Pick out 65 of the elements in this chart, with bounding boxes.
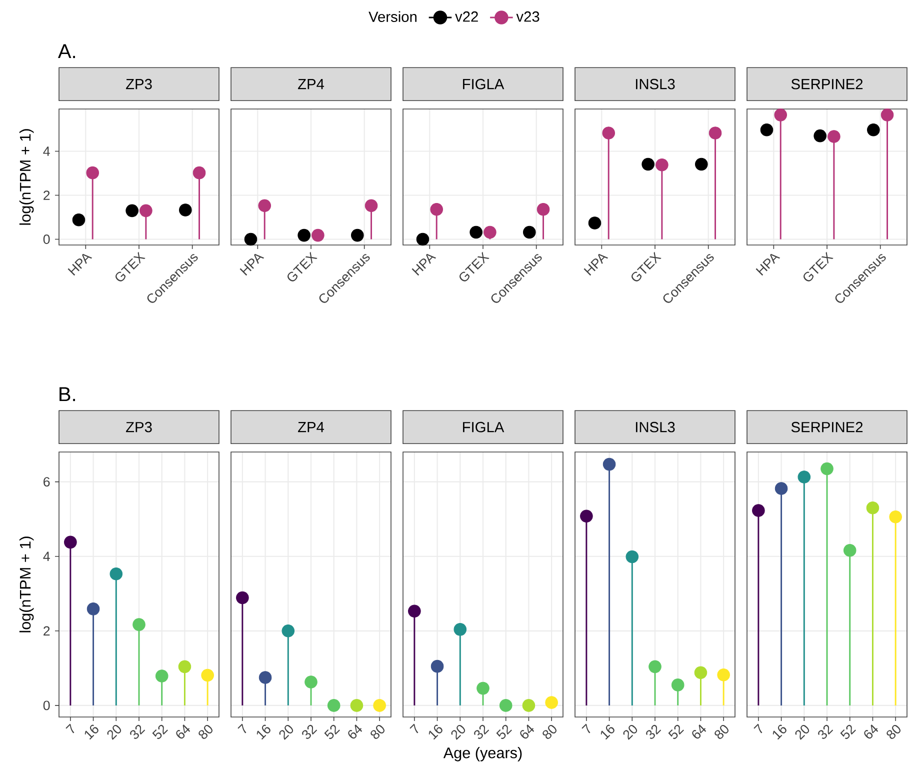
y-axis-title: log(nTPM + 1) (19, 536, 34, 632)
y-tick-label: 4 (43, 146, 50, 156)
legend-label: v22 (455, 11, 478, 22)
x-tick-label: 16 (772, 724, 786, 740)
x-tick-label: HPA (240, 254, 264, 276)
x-tick-label: 80 (370, 724, 384, 739)
x-tick-label: 52 (152, 724, 168, 739)
y-tick-label: 4 (43, 552, 50, 561)
x-tick-label: 64 (520, 724, 534, 739)
x-tick-label: 32 (646, 724, 662, 739)
x-tick-label: 20 (623, 724, 638, 740)
x-tick-label: 32 (818, 724, 834, 739)
chart-title: ZP4 (298, 79, 324, 90)
text: A. (58, 44, 75, 58)
x-tick-label: 7 (410, 724, 418, 734)
x-tick-label: HPA (412, 254, 436, 276)
x-tick-label: 20 (451, 724, 466, 740)
x-tick-label: 7 (238, 724, 246, 734)
x-tick-label: 16 (84, 724, 98, 740)
x-tick-label: HPA (584, 254, 608, 276)
x-tick-label: 32 (130, 724, 146, 739)
x-tick-label: 32 (474, 724, 490, 739)
chart-title: ZP3 (126, 422, 152, 432)
y-tick-label: 2 (44, 626, 50, 636)
y-tick-label: 0 (43, 234, 50, 244)
x-tick-label: 20 (107, 724, 122, 740)
x-tick-label: 80 (714, 724, 728, 739)
x-tick-label: 52 (668, 724, 684, 739)
x-axis-title: Age (years) (443, 747, 522, 762)
x-tick-label: 52 (840, 724, 856, 739)
x-tick-label: 7 (66, 724, 74, 734)
legend-title: Version (368, 11, 416, 22)
x-tick-label: 20 (279, 724, 294, 740)
chart-title: ZP4 (298, 422, 324, 432)
x-tick-label: 64 (348, 724, 362, 739)
legend-label: v23 (516, 11, 540, 22)
x-tick-label: 64 (692, 724, 706, 739)
chart-title: INSL3 (636, 78, 675, 90)
chart-title: SERPINE2 (791, 78, 863, 90)
x-tick-label: 7 (754, 724, 762, 734)
chart-title: SERPINE2 (791, 422, 863, 432)
x-tick-label: 80 (542, 724, 556, 739)
x-tick-label: HPA (68, 254, 92, 276)
chart-title: FIGLA (463, 78, 504, 90)
chart-title: ZP3 (126, 78, 152, 90)
x-tick-label: 16 (600, 724, 614, 740)
x-tick-label: 64 (176, 724, 190, 739)
y-tick-label: 6 (44, 477, 50, 487)
x-tick-label: 20 (795, 724, 810, 740)
x-tick-label: HPA (756, 254, 780, 276)
x-tick-label: 52 (496, 724, 512, 739)
y-tick-label: 2 (44, 190, 50, 200)
x-tick-label: 52 (324, 724, 340, 739)
chart-title: INSL3 (636, 422, 675, 432)
x-tick-label: 80 (886, 724, 900, 739)
x-tick-label: 16 (428, 724, 442, 740)
x-tick-label: 7 (582, 724, 590, 734)
y-axis-title: log(nTPM + 1) (19, 129, 34, 225)
y-tick-label: 0 (43, 700, 50, 710)
x-tick-label: 80 (198, 724, 212, 739)
x-tick-label: 32 (302, 724, 318, 739)
text: B. (60, 387, 75, 402)
x-tick-label: 16 (256, 724, 270, 740)
chart-title: FIGLA (463, 422, 504, 432)
x-tick-label: 64 (864, 724, 878, 739)
